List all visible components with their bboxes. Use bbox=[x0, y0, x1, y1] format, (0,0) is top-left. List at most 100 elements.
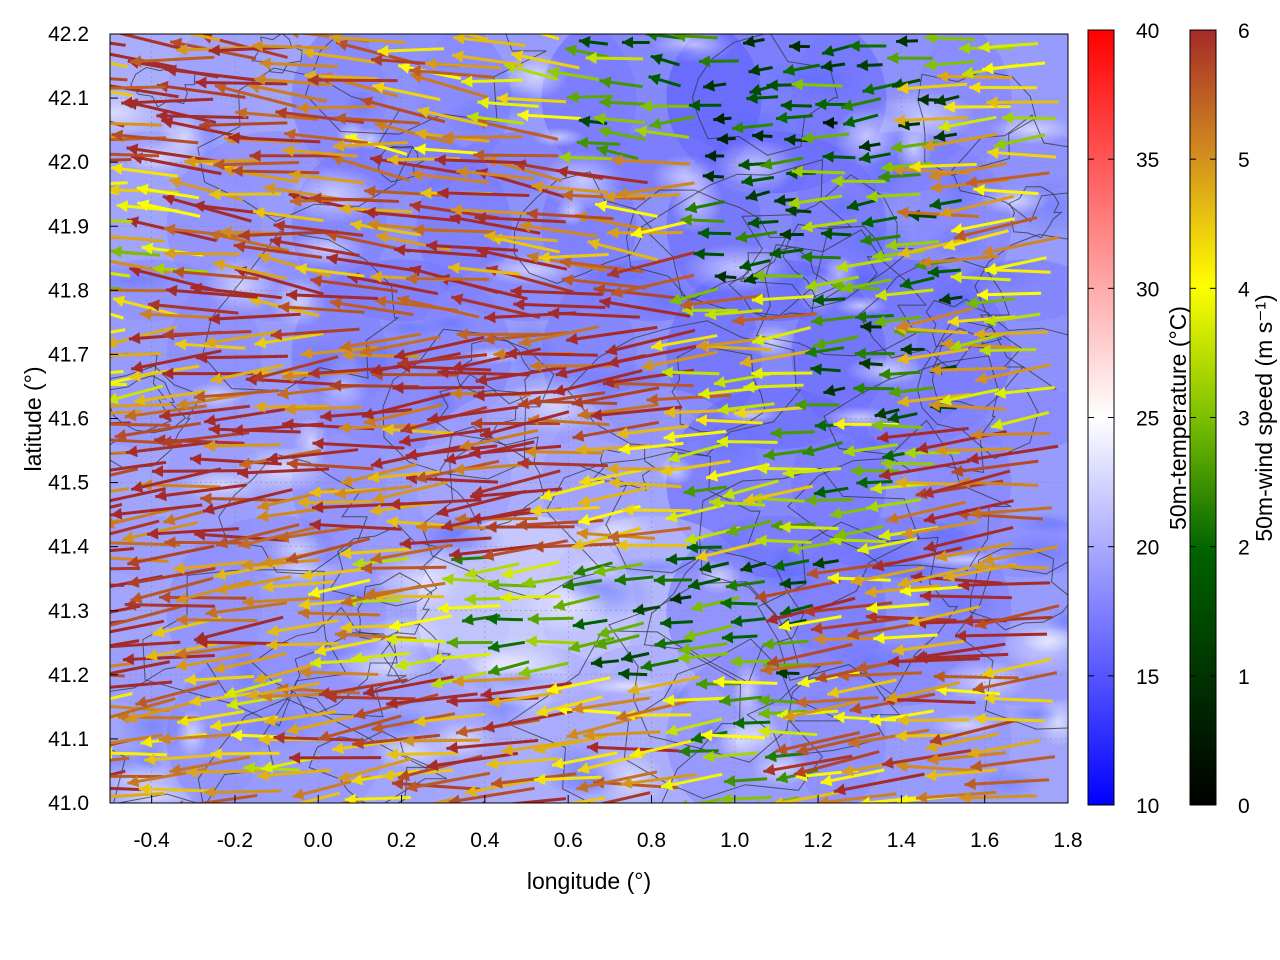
wind-arrow-shaft bbox=[341, 353, 420, 358]
wind-arrow-head bbox=[769, 246, 782, 259]
wind-arrow-shaft bbox=[964, 778, 1050, 787]
wind-arrow-shaft bbox=[110, 692, 133, 701]
temperature-texture bbox=[377, 318, 442, 339]
wind-arrow-shaft bbox=[257, 768, 331, 778]
wind-arrow-head bbox=[363, 685, 376, 698]
wind-arrow-head bbox=[722, 487, 735, 500]
y-tick-label: 41.1 bbox=[48, 728, 89, 751]
wind-arrow-shaft bbox=[459, 428, 539, 449]
wind-arrow-head bbox=[364, 587, 377, 600]
wind-arrow-head bbox=[929, 198, 942, 210]
wind-arrow-head bbox=[678, 643, 691, 656]
wind-arrow-head bbox=[572, 429, 585, 442]
x-tick-label: 1.4 bbox=[887, 829, 917, 852]
wind-arrow-shaft bbox=[951, 459, 1039, 474]
wind-arrow-head bbox=[370, 457, 383, 470]
temperature-texture bbox=[945, 258, 1047, 292]
wind-arrow-head bbox=[646, 393, 658, 406]
wind-arrow-shaft bbox=[154, 483, 247, 499]
wind-arrow-head bbox=[202, 502, 216, 515]
wind-arrow-shaft bbox=[205, 601, 287, 616]
wind-arrow-shaft bbox=[437, 191, 530, 198]
wind-arrow-shaft bbox=[168, 178, 244, 202]
wind-arrow-shaft bbox=[850, 566, 925, 584]
wind-arrow-head bbox=[725, 579, 738, 592]
wind-arrow-head bbox=[124, 598, 136, 611]
wind-arrow-head bbox=[34, 28, 46, 40]
wind-arrow-head bbox=[697, 227, 709, 240]
wind-arrow-head bbox=[501, 567, 514, 579]
wind-arrow-shaft bbox=[360, 565, 447, 570]
wind-arrow-head bbox=[794, 765, 807, 778]
wind-arrow-shaft bbox=[486, 757, 559, 767]
wind-arrow-shaft bbox=[310, 278, 398, 293]
wind-arrow-shaft bbox=[587, 240, 659, 262]
wind-arrow-shaft bbox=[266, 641, 340, 647]
wind-arrow-head bbox=[484, 230, 496, 243]
wind-arrow-head bbox=[938, 120, 951, 132]
wind-arrow-head bbox=[599, 96, 611, 109]
wind-arrow-shaft bbox=[209, 715, 278, 729]
wind-arrow-head bbox=[585, 52, 597, 65]
wind-arrow-shaft bbox=[393, 247, 486, 258]
wind-arrow-head bbox=[848, 40, 860, 53]
wind-arrow-head bbox=[267, 624, 279, 637]
wind-arrow-head bbox=[159, 409, 171, 422]
wind-arrow-shaft bbox=[144, 753, 216, 762]
wind-arrow-head bbox=[561, 274, 574, 287]
wind-arrow-head bbox=[386, 748, 399, 761]
wind-arrow-head bbox=[621, 36, 634, 49]
wind-arrow-shaft bbox=[110, 460, 167, 472]
temperature-texture bbox=[669, 171, 723, 233]
wind-arrow-shaft bbox=[307, 78, 398, 83]
wind-arrow-shaft bbox=[517, 391, 606, 407]
wind-colorbar-ticks: 0 1 2 3 4 5 6 bbox=[1190, 20, 1250, 818]
wind-arrow-head bbox=[402, 734, 414, 747]
wind-arrow-head bbox=[110, 245, 122, 258]
wind-arrow-head bbox=[351, 773, 364, 786]
wind-arrow-head bbox=[959, 791, 971, 803]
wind-arrow-shaft bbox=[285, 537, 371, 563]
wind-arrow-head bbox=[915, 487, 928, 500]
wind-arrow-head bbox=[155, 489, 167, 502]
terrain-contour bbox=[699, 467, 921, 618]
wind-arrow-shaft bbox=[986, 100, 1059, 105]
wind-arrow-head bbox=[606, 462, 618, 475]
wind-arrow-shaft bbox=[124, 699, 200, 722]
wind-arrow-head bbox=[65, 378, 76, 390]
wind-arrow-head bbox=[559, 151, 571, 164]
wind-arrow-head bbox=[1001, 111, 1013, 124]
wind-arrow-shaft bbox=[897, 237, 970, 257]
wind-arrow-head bbox=[387, 153, 399, 166]
wind-arrow-shaft bbox=[608, 381, 694, 388]
wind-arrow-head bbox=[364, 185, 376, 198]
terrain-contour bbox=[746, 672, 901, 755]
wind-arrow-head bbox=[904, 447, 916, 460]
wind-arrow-head bbox=[530, 359, 542, 372]
wind-arrow-head bbox=[299, 666, 311, 679]
wind-arrow-head bbox=[555, 366, 568, 379]
y-tick-label: 41.0 bbox=[48, 792, 89, 815]
terrain-contour bbox=[969, 548, 1068, 631]
wind-arrow-shaft bbox=[872, 546, 963, 570]
y-tick-label: 41.2 bbox=[48, 664, 89, 687]
wind-arrow-head bbox=[353, 707, 366, 720]
wind-arrow-head bbox=[371, 721, 384, 734]
wind-arrow-shaft bbox=[159, 595, 247, 600]
wind-arrow-shaft bbox=[974, 716, 1045, 723]
wind-arrow-head bbox=[459, 439, 472, 451]
wind-arrow-shaft bbox=[298, 611, 381, 617]
wind-arrow-head bbox=[726, 524, 739, 536]
temperature-texture bbox=[692, 415, 768, 476]
wind-arrow-shaft bbox=[340, 462, 417, 485]
wind-arrow-shaft bbox=[916, 652, 1009, 660]
wind-arrow-head bbox=[983, 692, 995, 705]
wind-arrow-shaft bbox=[810, 617, 900, 632]
wind-arrow-shaft bbox=[386, 751, 459, 756]
wind-arrow-head bbox=[96, 400, 107, 412]
wind-arrow-head bbox=[243, 762, 255, 775]
wind-arrow-head bbox=[127, 216, 140, 229]
wind-arrow-head bbox=[698, 55, 710, 68]
wind-arrow-shaft bbox=[482, 709, 573, 731]
x-tick-label: 0.6 bbox=[554, 829, 583, 852]
